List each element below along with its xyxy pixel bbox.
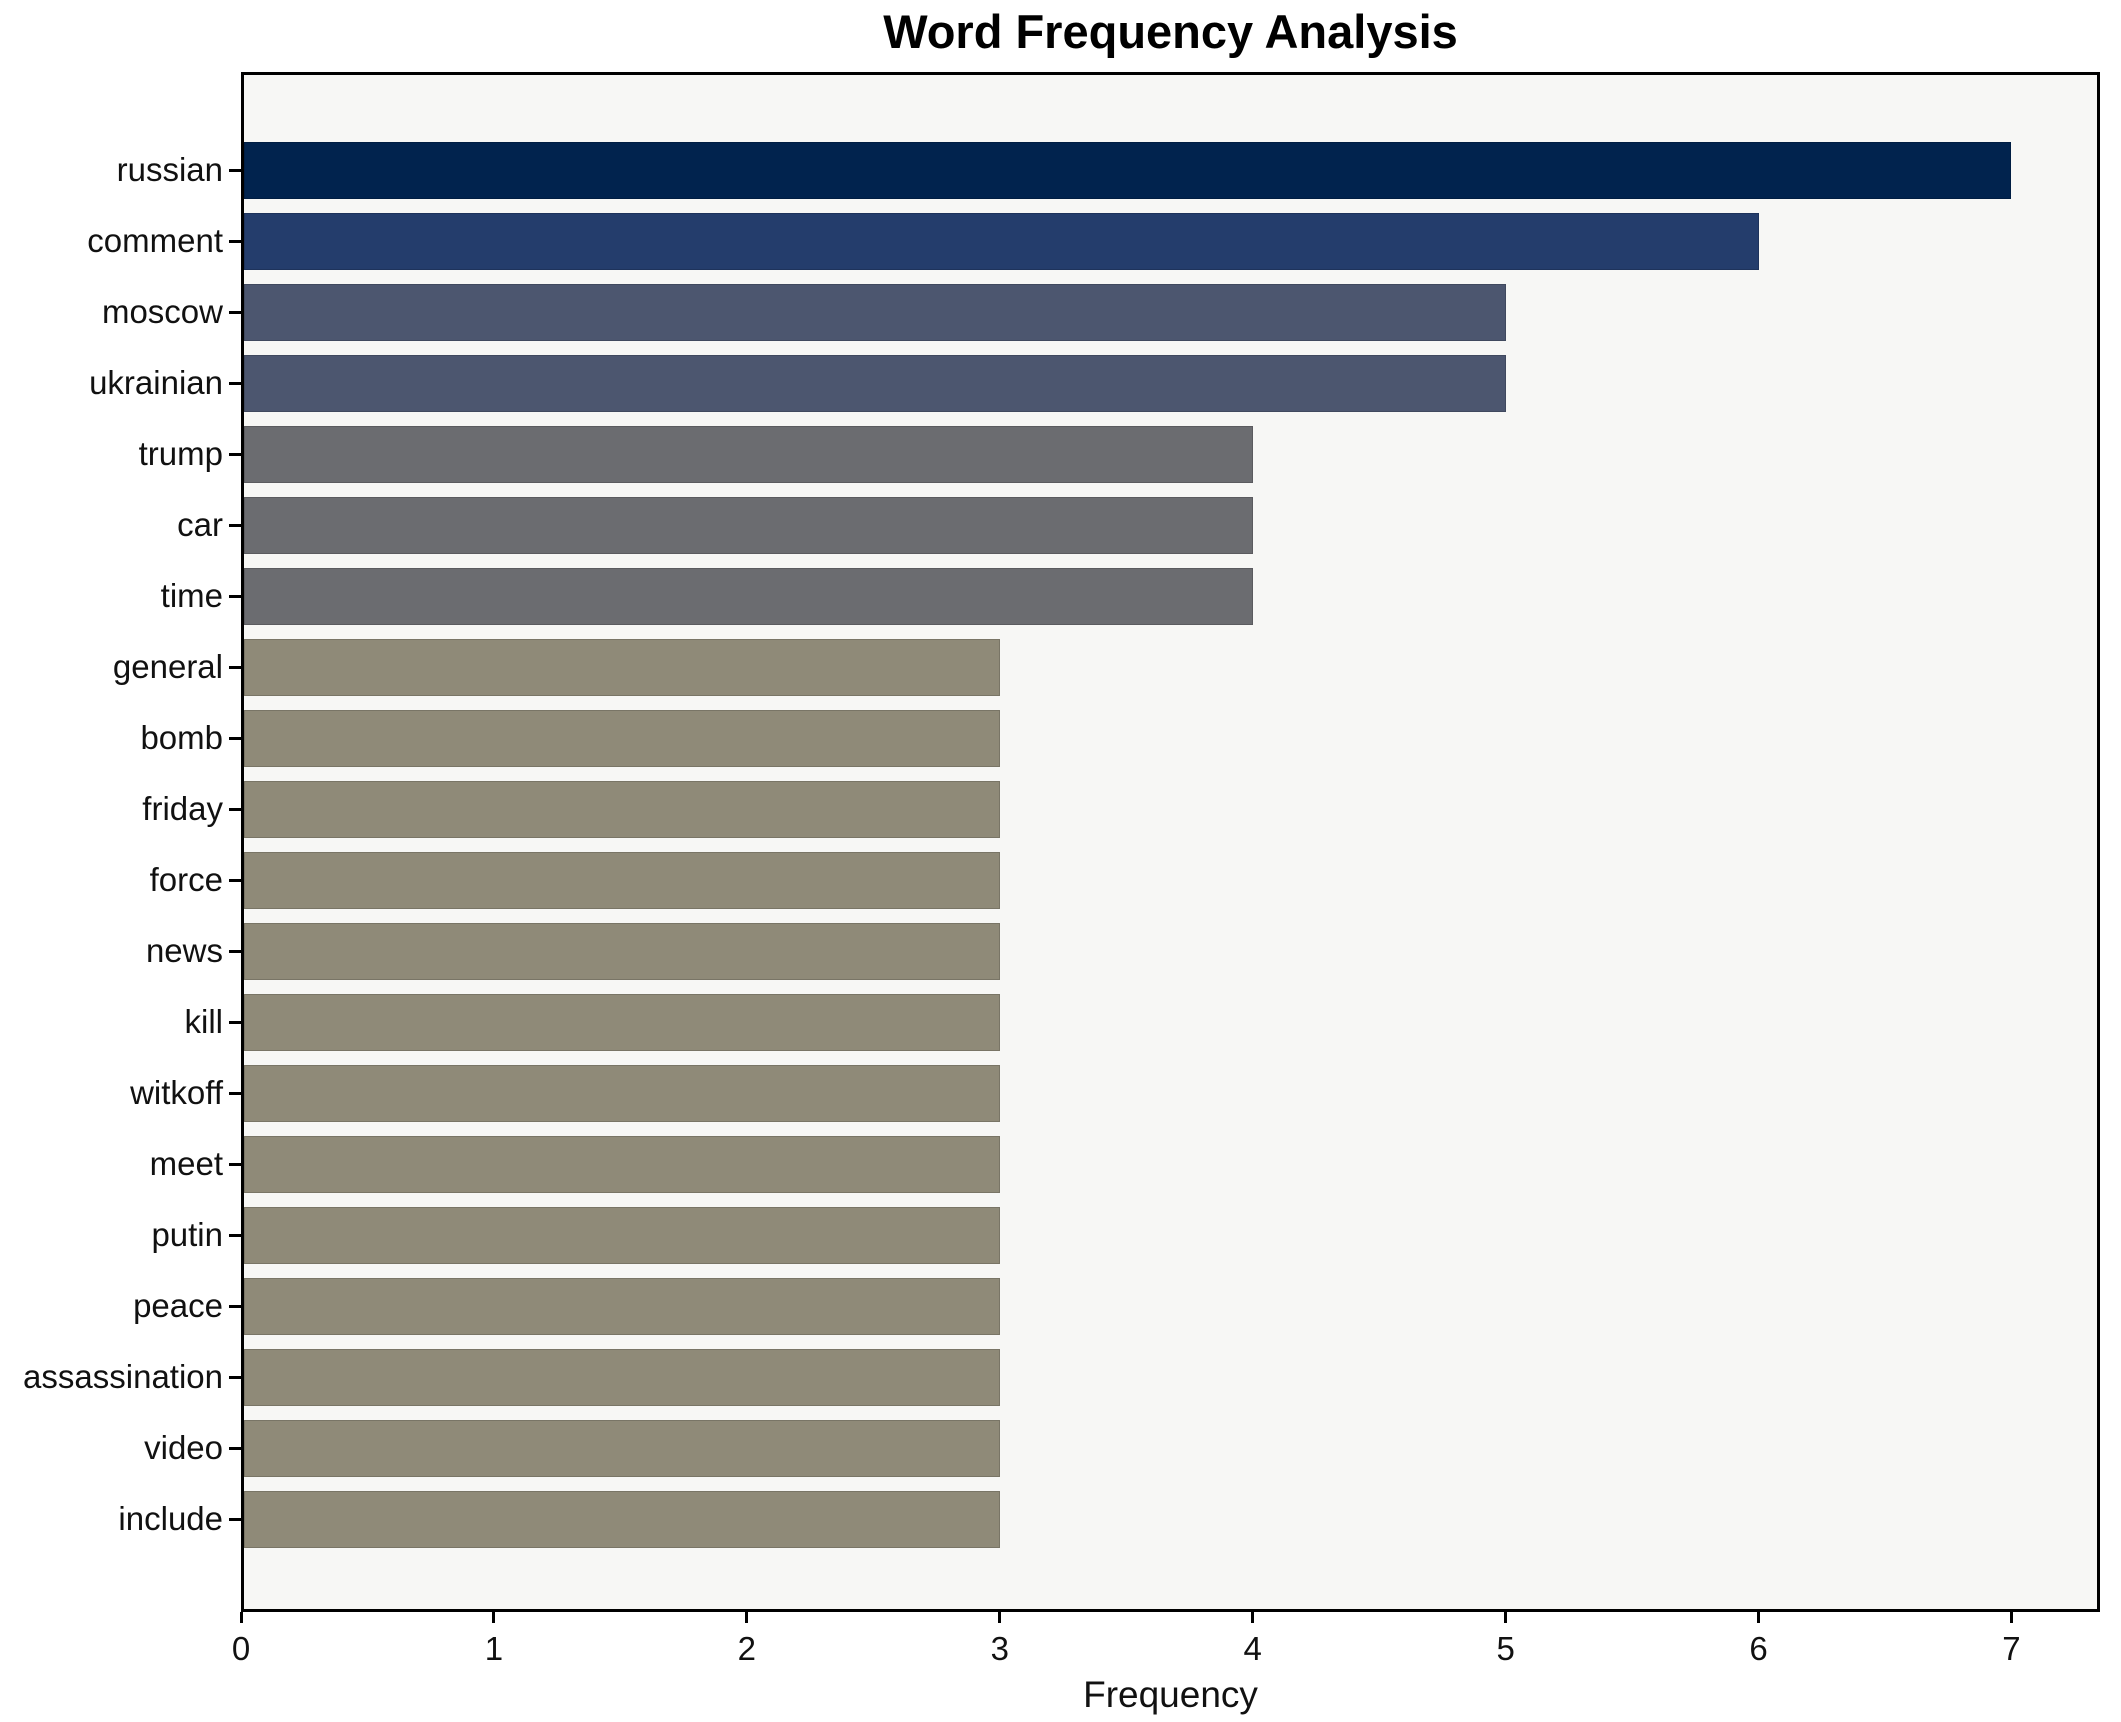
x-tick-mark	[492, 1612, 496, 1623]
bar-ukrainian	[244, 354, 1506, 412]
bar-russian	[244, 141, 2012, 199]
bar-car	[244, 496, 1253, 554]
y-tick-label-news: news	[145, 932, 223, 969]
y-tick-label-moscow: moscow	[101, 293, 223, 330]
y-tick-mark	[229, 1020, 241, 1024]
y-tick-label-meet: meet	[149, 1145, 223, 1182]
bar-trump	[244, 425, 1253, 483]
bar-news	[244, 922, 1000, 980]
x-tick-mark	[1251, 1612, 1255, 1623]
x-tick-mark	[745, 1612, 749, 1623]
bar-video	[244, 1419, 1000, 1477]
y-tick-mark	[229, 1091, 241, 1095]
plot-area	[241, 72, 2100, 1612]
y-tick-mark	[229, 594, 241, 598]
bar-include	[244, 1490, 1000, 1548]
bar-bomb	[244, 709, 1000, 767]
y-tick-mark	[229, 807, 241, 811]
y-tick-mark	[229, 665, 241, 669]
y-tick-label-putin: putin	[151, 1216, 223, 1253]
x-tick-label-1: 1	[484, 1630, 504, 1667]
bar-comment	[244, 212, 1759, 270]
y-tick-mark	[229, 1517, 241, 1521]
y-tick-mark	[229, 1304, 241, 1308]
y-tick-mark	[229, 523, 241, 527]
y-tick-label-witkoff: witkoff	[130, 1074, 223, 1111]
x-tick-mark	[998, 1612, 1002, 1623]
bar-putin	[244, 1206, 1000, 1264]
y-tick-label-assassination: assassination	[23, 1358, 223, 1395]
y-tick-mark	[229, 452, 241, 456]
bar-time	[244, 567, 1253, 625]
chart-title: Word Frequency Analysis	[883, 5, 1458, 58]
y-tick-mark	[229, 1233, 241, 1237]
x-tick-mark	[1504, 1612, 1508, 1623]
y-tick-mark	[229, 239, 241, 243]
y-tick-label-comment: comment	[87, 222, 223, 259]
y-tick-label-car: car	[177, 506, 223, 543]
y-tick-label-russian: russian	[116, 151, 223, 188]
y-tick-mark	[229, 736, 241, 740]
y-tick-mark	[229, 1446, 241, 1450]
x-tick-label-2: 2	[737, 1630, 757, 1667]
x-tick-mark	[239, 1612, 243, 1623]
y-tick-label-force: force	[149, 861, 223, 898]
bar-general	[244, 638, 1000, 696]
bar-moscow	[244, 283, 1506, 341]
x-axis-title: Frequency	[1083, 1674, 1258, 1715]
bar-witkoff	[244, 1064, 1000, 1122]
y-tick-label-bomb: bomb	[140, 719, 223, 756]
bar-force	[244, 851, 1000, 909]
y-tick-mark	[229, 949, 241, 953]
y-tick-label-friday: friday	[142, 790, 223, 827]
y-tick-label-video: video	[144, 1429, 223, 1466]
y-tick-label-general: general	[112, 648, 223, 685]
x-tick-label-7: 7	[2002, 1630, 2021, 1667]
x-tick-mark	[2009, 1612, 2013, 1623]
x-tick-label-5: 5	[1496, 1630, 1515, 1667]
x-tick-label-4: 4	[1243, 1630, 1262, 1667]
y-tick-mark	[229, 381, 241, 385]
bar-kill	[244, 993, 1000, 1051]
y-tick-label-time: time	[160, 577, 223, 614]
y-tick-mark	[229, 1375, 241, 1379]
y-tick-label-trump: trump	[138, 435, 223, 472]
bar-friday	[244, 780, 1000, 838]
bar-meet	[244, 1135, 1000, 1193]
y-tick-label-ukrainian: ukrainian	[89, 364, 223, 401]
x-tick-label-3: 3	[990, 1630, 1009, 1667]
y-tick-label-include: include	[118, 1500, 223, 1537]
y-tick-label-peace: peace	[133, 1287, 223, 1324]
x-tick-mark	[1757, 1612, 1761, 1623]
y-tick-mark	[229, 878, 241, 882]
y-tick-label-kill: kill	[184, 1003, 224, 1040]
x-tick-label-0: 0	[231, 1630, 251, 1667]
y-tick-mark	[229, 310, 241, 314]
bar-peace	[244, 1277, 1000, 1335]
x-tick-label-6: 6	[1749, 1630, 1768, 1667]
y-tick-mark	[229, 1162, 241, 1166]
y-tick-mark	[229, 168, 241, 172]
bar-assassination	[244, 1348, 1000, 1406]
